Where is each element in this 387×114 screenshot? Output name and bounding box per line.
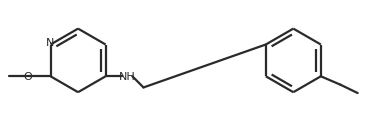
Text: N: N	[46, 37, 54, 47]
Text: NH: NH	[118, 72, 135, 82]
Text: O: O	[24, 71, 33, 81]
